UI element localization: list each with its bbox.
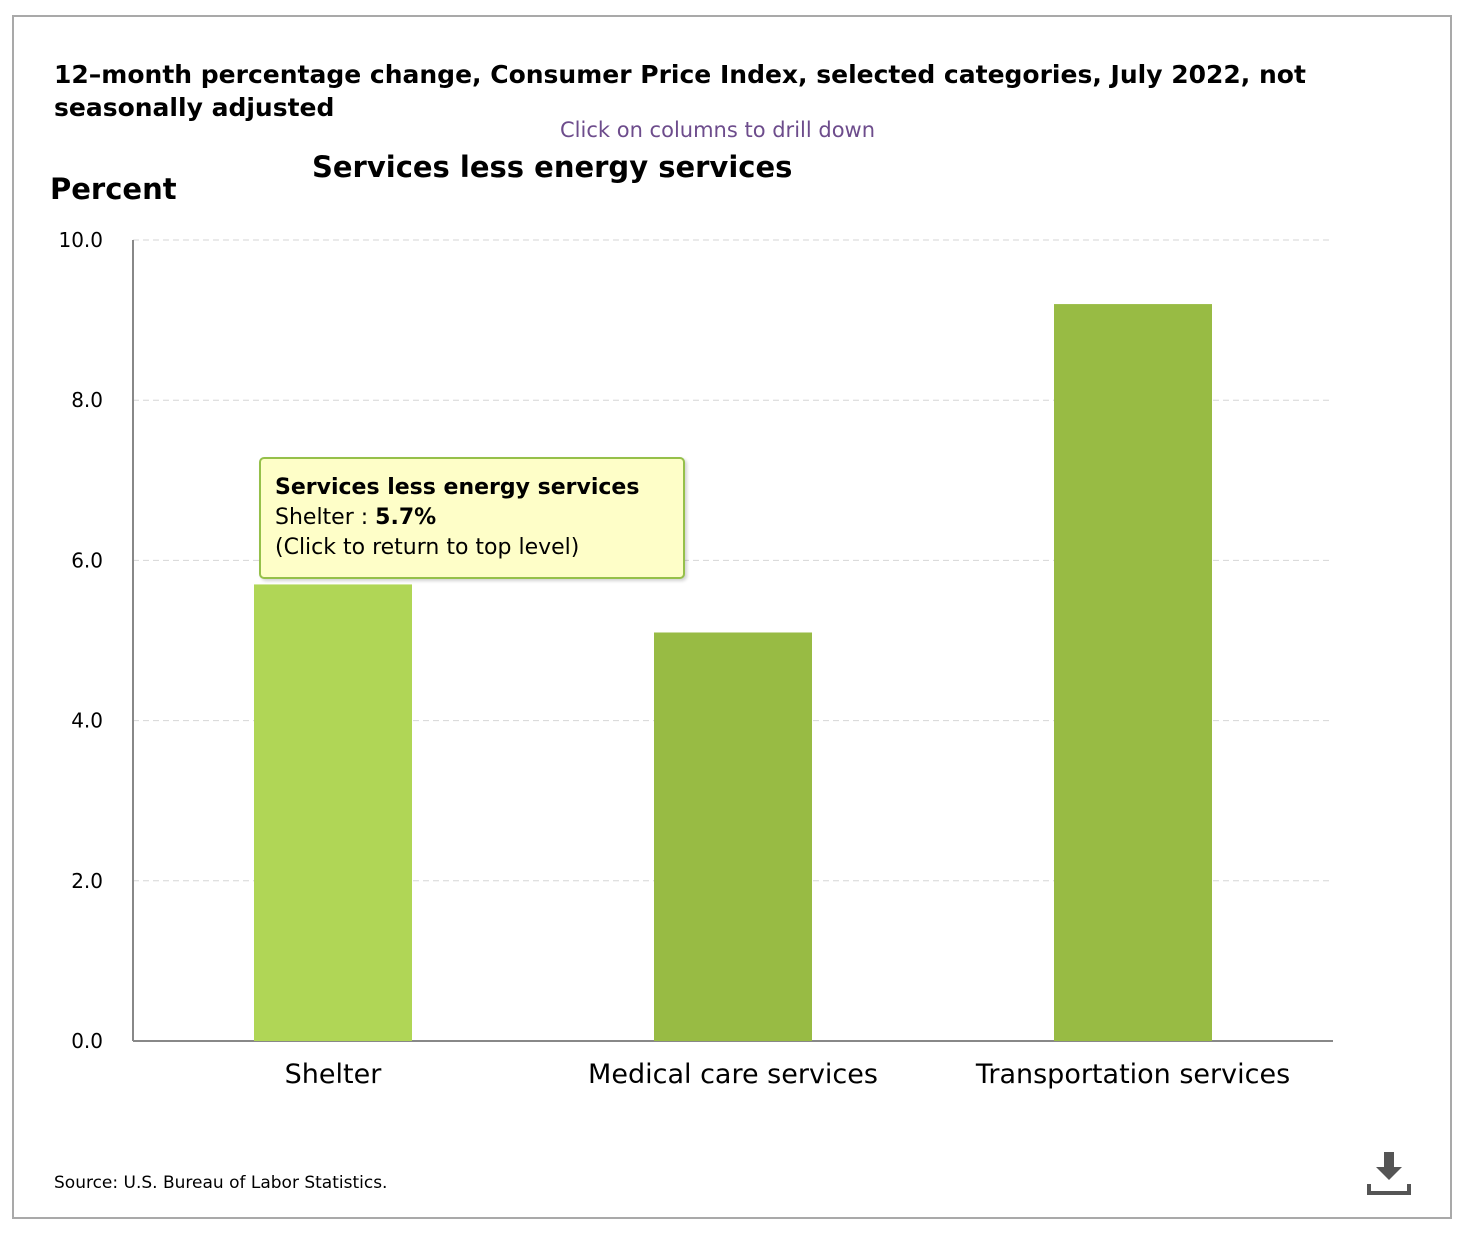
y-tick-label: 8.0 (71, 388, 103, 412)
tooltip-separator: : (353, 505, 376, 530)
y-tick-label: 0.0 (71, 1029, 103, 1053)
x-tick-label: Transportation services (975, 1059, 1290, 1090)
y-axis-label: Percent (50, 172, 177, 206)
page-title: 12–month percentage change, Consumer Pri… (54, 60, 1306, 122)
tooltip-title: Services less energy services (275, 475, 640, 500)
y-tick-label: 4.0 (71, 709, 103, 733)
chart-title: Services less energy services (312, 150, 793, 184)
drill-down-hint: Click on columns to drill down (560, 118, 876, 142)
tooltip-hint: (Click to return to top level) (275, 535, 580, 560)
x-tick-label: Shelter (285, 1059, 383, 1090)
bar[interactable] (254, 584, 412, 1041)
y-tick-label: 10.0 (58, 228, 103, 252)
bar[interactable] (1054, 304, 1212, 1042)
y-tick-label: 2.0 (71, 869, 103, 893)
bar[interactable] (654, 632, 812, 1041)
download-icon (1367, 1152, 1411, 1195)
download-button[interactable] (1364, 1148, 1414, 1198)
tooltip-label: Shelter (275, 505, 354, 530)
tooltip-value: 5.7% (375, 505, 437, 530)
y-tick-label: 6.0 (71, 548, 103, 572)
tooltip-value-line: Shelter : 5.7% (275, 503, 683, 533)
tooltip[interactable]: Services less energy services Shelter : … (259, 457, 685, 579)
source-note: Source: U.S. Bureau of Labor Statistics. (54, 1173, 388, 1193)
x-tick-label: Medical care services (588, 1059, 878, 1090)
